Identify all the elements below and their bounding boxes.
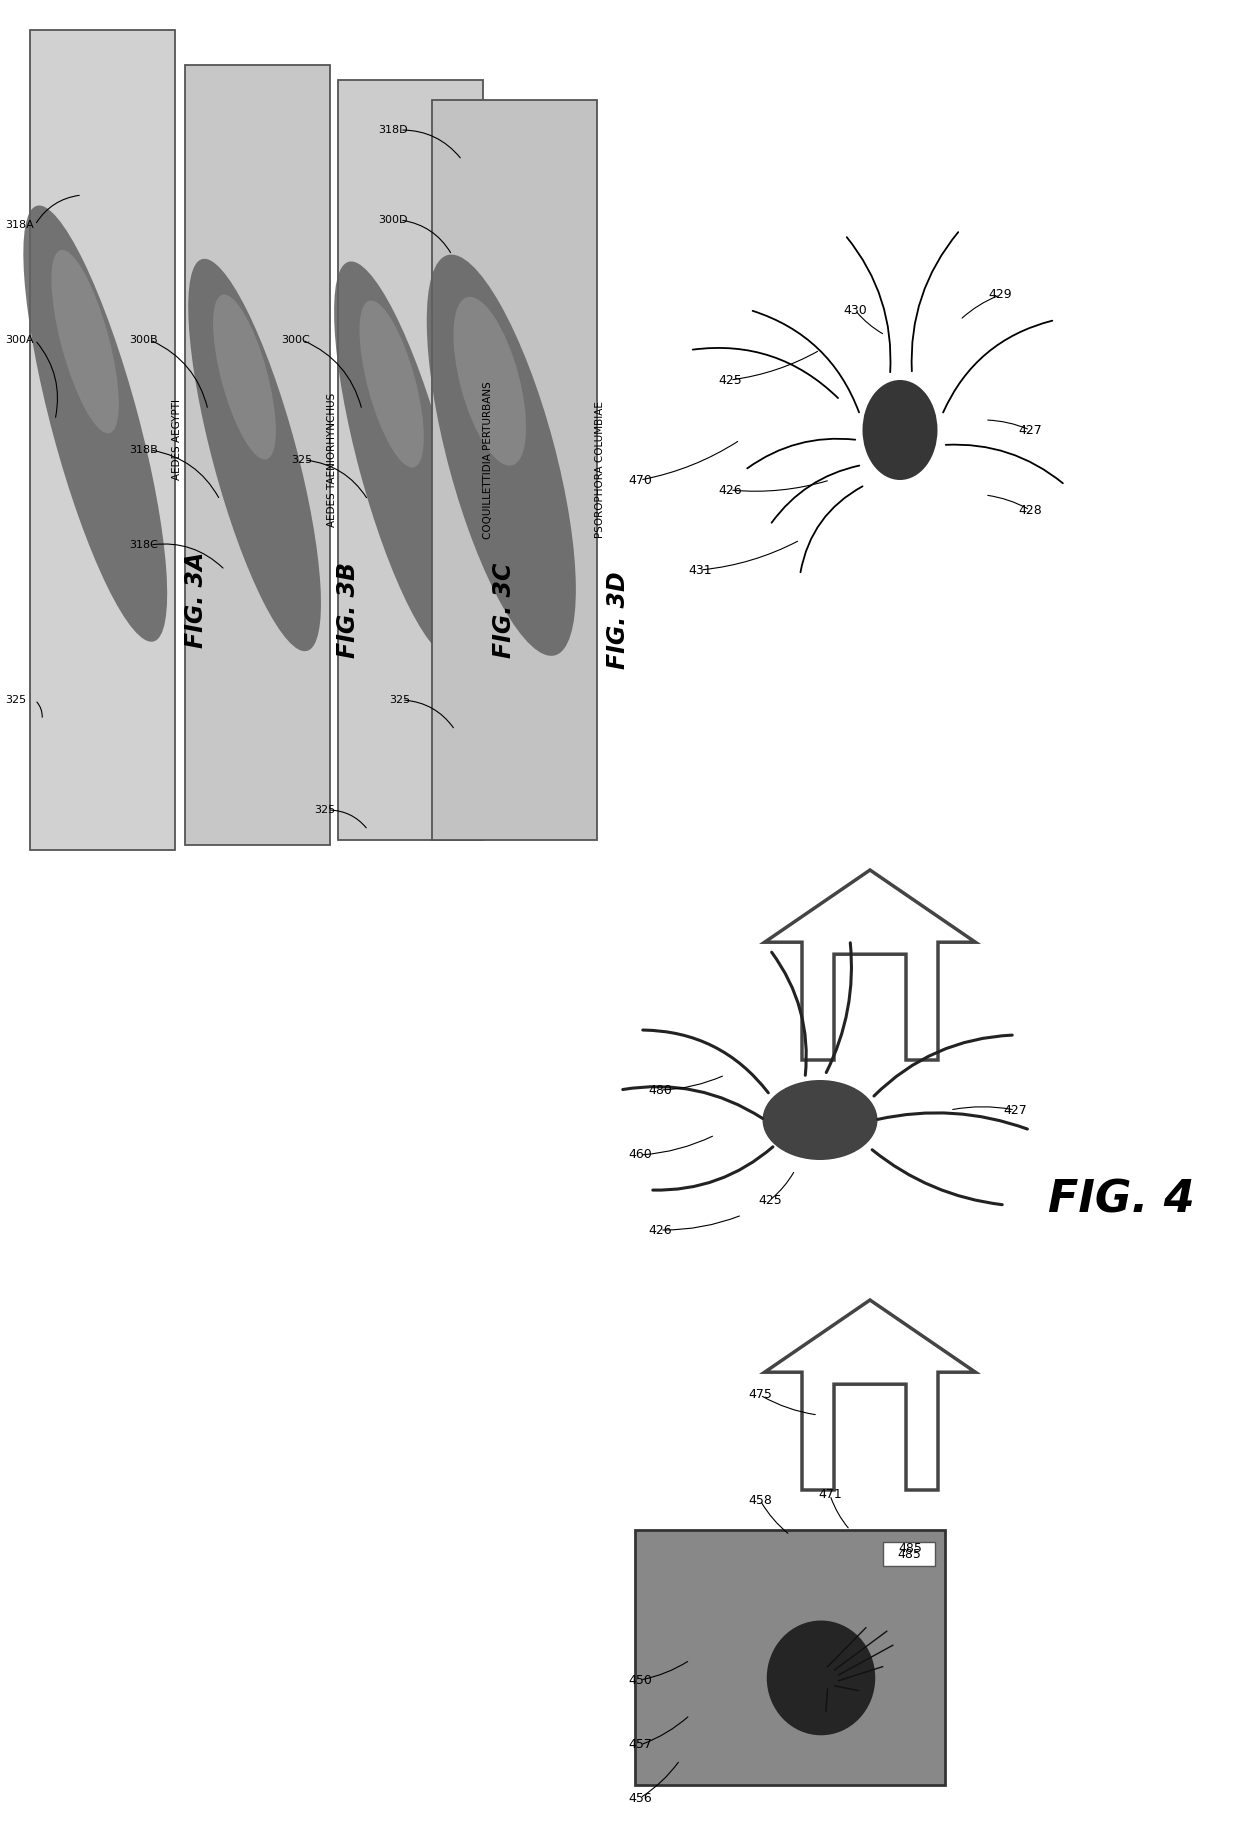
Bar — [30, 29, 175, 851]
Text: 431: 431 — [688, 563, 712, 576]
Ellipse shape — [51, 250, 119, 434]
Text: 318A: 318A — [5, 220, 33, 230]
Text: 300B: 300B — [129, 335, 157, 344]
Polygon shape — [765, 869, 976, 1060]
Polygon shape — [765, 1301, 976, 1490]
Text: 300A: 300A — [5, 335, 33, 344]
Text: 300D: 300D — [378, 215, 408, 224]
Text: 485: 485 — [897, 1547, 921, 1560]
Bar — [635, 1530, 945, 1786]
Text: 430: 430 — [843, 304, 867, 317]
Text: 325: 325 — [5, 694, 26, 705]
Text: 325: 325 — [314, 805, 335, 814]
Ellipse shape — [766, 1620, 875, 1735]
Text: 325: 325 — [389, 694, 410, 705]
Text: FIG. 3C: FIG. 3C — [492, 563, 516, 658]
Bar — [339, 80, 484, 840]
Bar — [432, 100, 596, 840]
Ellipse shape — [763, 1080, 878, 1161]
Ellipse shape — [24, 206, 167, 641]
Ellipse shape — [427, 255, 575, 656]
Text: 460: 460 — [629, 1148, 652, 1161]
Text: 427: 427 — [1003, 1104, 1027, 1117]
Text: 458: 458 — [748, 1494, 773, 1507]
Text: FIG. 3A: FIG. 3A — [184, 552, 208, 649]
Text: PSOROPHORA COLUMBIAE: PSOROPHORA COLUMBIAE — [595, 401, 605, 539]
Text: 300C: 300C — [281, 335, 310, 344]
Text: 318C: 318C — [129, 539, 157, 550]
Text: 427: 427 — [1018, 423, 1042, 437]
Ellipse shape — [188, 259, 321, 650]
Text: 425: 425 — [758, 1193, 782, 1206]
Bar — [185, 66, 330, 845]
Text: 426: 426 — [649, 1224, 672, 1237]
Text: FIG. 3B: FIG. 3B — [336, 561, 360, 658]
Ellipse shape — [863, 381, 937, 479]
Ellipse shape — [360, 301, 424, 468]
Text: 318B: 318B — [129, 445, 157, 456]
Text: FIG. 3D: FIG. 3D — [606, 570, 630, 669]
Text: 450: 450 — [629, 1673, 652, 1687]
Text: 475: 475 — [748, 1388, 773, 1401]
Text: 318D: 318D — [378, 126, 408, 135]
Text: 471: 471 — [818, 1489, 842, 1501]
Text: 429: 429 — [988, 288, 1012, 301]
Text: FIG. 4: FIG. 4 — [1048, 1179, 1195, 1221]
Text: 325: 325 — [291, 456, 312, 465]
Text: 425: 425 — [718, 374, 742, 386]
Text: 457: 457 — [629, 1738, 652, 1751]
Text: 428: 428 — [1018, 503, 1042, 516]
Text: COQUILLETTIDIA PERTURBANS: COQUILLETTIDIA PERTURBANS — [484, 381, 494, 539]
Text: AEDES AEGYPTI: AEDES AEGYPTI — [172, 399, 182, 481]
Text: 480: 480 — [649, 1084, 672, 1097]
Text: AEDES TAENIORHYNCHUS: AEDES TAENIORHYNCHUS — [327, 394, 337, 527]
Text: 426: 426 — [718, 483, 742, 497]
Text: 485: 485 — [898, 1541, 921, 1554]
Text: 456: 456 — [629, 1791, 652, 1804]
Text: 470: 470 — [629, 474, 652, 486]
Bar — [883, 1541, 935, 1565]
Ellipse shape — [334, 262, 470, 658]
Ellipse shape — [454, 297, 526, 466]
Ellipse shape — [213, 295, 275, 459]
